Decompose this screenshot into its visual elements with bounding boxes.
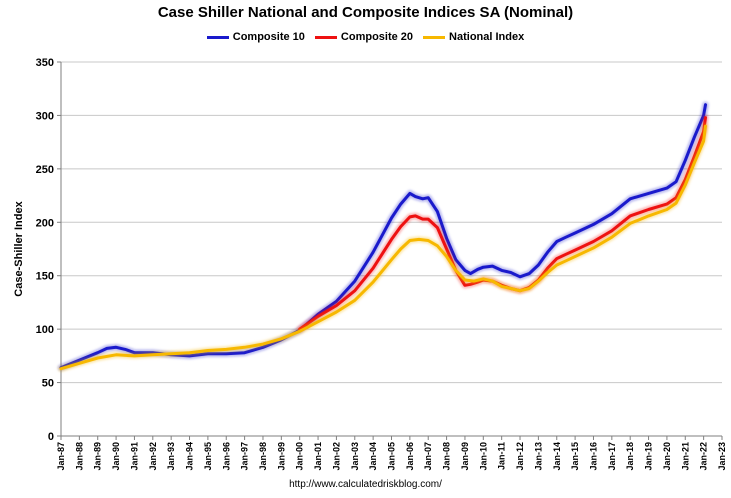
legend-item-composite-20: Composite 20 (314, 31, 414, 43)
x-tick-label: Jan-09 (460, 442, 470, 471)
x-tick-label: Jan-95 (203, 442, 213, 471)
y-axis-title: Case-Shiller Index (13, 200, 25, 296)
x-tick-label: Jan-89 (93, 442, 103, 471)
x-tick-label: Jan-03 (350, 442, 360, 471)
legend-swatch-composite-10 (206, 35, 229, 39)
x-tick-label: Jan-18 (625, 442, 635, 471)
x-tick-label: Jan-08 (442, 442, 452, 471)
axes (60, 62, 722, 437)
legend-label-composite-10: Composite 10 (232, 31, 305, 43)
x-tick-label: Jan-92 (148, 442, 158, 471)
x-tick-label: Jan-94 (185, 442, 195, 471)
x-tick-label: Jan-21 (680, 442, 690, 471)
legend-label-composite-20: Composite 20 (340, 31, 414, 43)
x-tick-label: Jan-17 (607, 442, 617, 471)
y-tick-label: 250 (36, 164, 54, 176)
y-tick-labels: 0 50 100 150 200 250 300 350 (36, 57, 61, 443)
x-tick-label: Jan-23 (717, 442, 727, 471)
x-tick-label: Jan-96 (221, 442, 231, 471)
x-tick-label: Jan-05 (387, 442, 397, 471)
x-tick-label: Jan-00 (295, 442, 305, 471)
chart-title: Case Shiller National and Composite Indi… (157, 4, 574, 21)
y-tick-label: 0 (48, 431, 54, 443)
x-tick-label: Jan-14 (552, 442, 562, 471)
x-tick-label: Jan-22 (699, 442, 709, 471)
x-tick-label: Jan-87 (56, 442, 66, 471)
x-tick-label: Jan-19 (644, 442, 654, 471)
y-tick-label: 350 (36, 57, 54, 69)
x-tick-label: Jan-07 (423, 442, 433, 471)
x-tick-label: Jan-93 (166, 442, 176, 471)
legend-swatch-national-index (423, 35, 446, 39)
x-tick-label: Jan-15 (570, 442, 580, 471)
y-tick-label: 50 (42, 378, 54, 390)
series-line-national-index (59, 124, 707, 371)
x-tick-label: Jan-06 (405, 442, 415, 471)
x-tick-label: Jan-91 (129, 442, 139, 471)
legend-item-composite-10: Composite 10 (206, 31, 305, 43)
x-tick-label: Jan-02 (331, 442, 341, 471)
y-tick-label: 200 (36, 217, 54, 229)
x-tick-label: Jan-97 (240, 442, 250, 471)
x-tick-label: Jan-12 (515, 442, 525, 471)
x-tick-label: Jan-20 (662, 442, 672, 471)
x-tick-label: Jan-90 (111, 442, 121, 471)
y-tick-label: 100 (36, 324, 54, 336)
x-tick-label: Jan-01 (313, 442, 323, 471)
y-tick-label: 300 (36, 110, 54, 122)
x-tick-labels: Jan-87 Jan-88 Jan-89 Jan-90 Jan-91 Jan-92 Jan-… (56, 436, 727, 471)
x-tick-label: Jan-13 (533, 442, 543, 471)
x-tick-label: Jan-88 (74, 442, 84, 471)
x-tick-label: Jan-98 (258, 442, 268, 471)
legend: Composite 10 Composite 20 National Index (0, 31, 731, 43)
x-tick-label: Jan-10 (478, 442, 488, 471)
x-tick-label: Jan-99 (276, 442, 286, 471)
y-tick-label: 150 (36, 271, 54, 283)
legend-swatch-composite-20 (314, 35, 337, 39)
x-tick-label: Jan-11 (497, 442, 507, 470)
series-lines (58, 101, 709, 372)
legend-item-national-index: National Index (423, 31, 524, 43)
source-url: http://www.calculatedriskblog.com/ (289, 479, 442, 490)
x-tick-label: Jan-16 (588, 442, 598, 471)
legend-label-national-index: National Index (449, 31, 525, 43)
x-tick-label: Jan-04 (368, 442, 378, 471)
